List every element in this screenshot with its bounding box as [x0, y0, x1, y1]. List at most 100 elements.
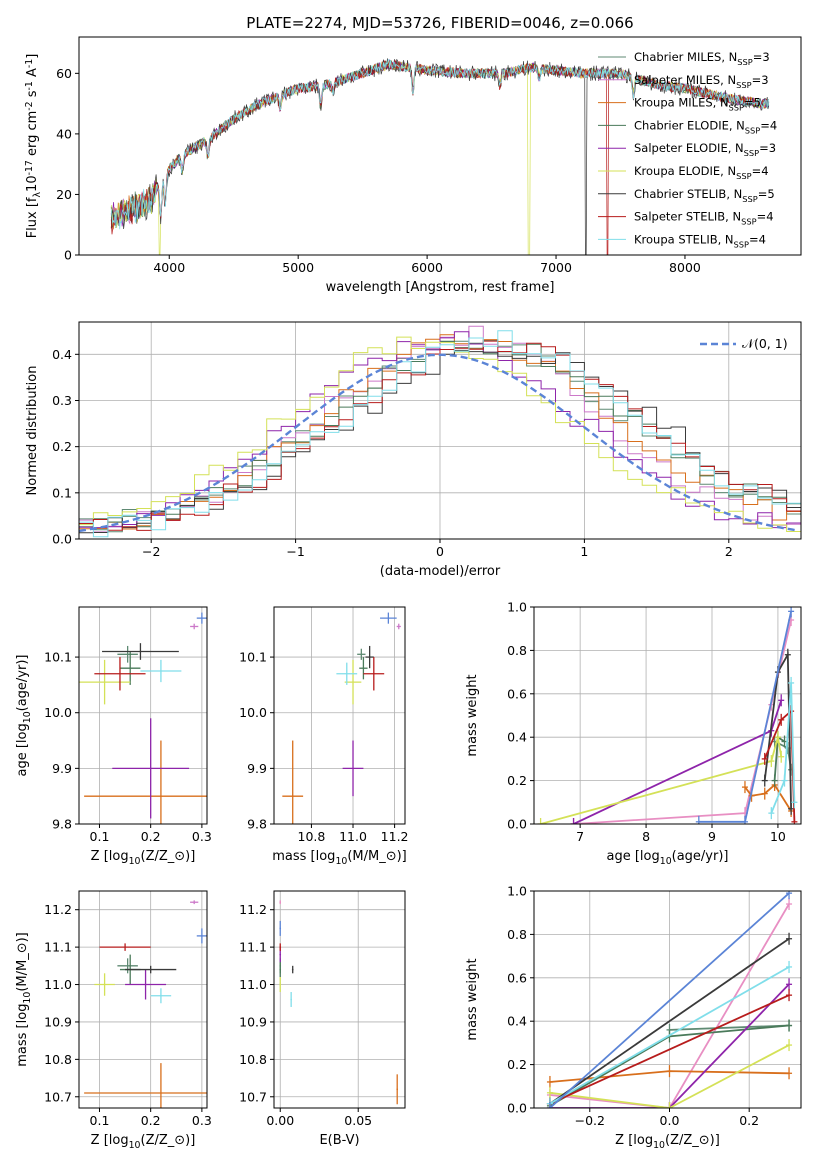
errorbar-point [117, 645, 138, 663]
errorbar-points [84, 900, 207, 1108]
x-tick-label: 8 [642, 829, 650, 844]
x-tick-label: 0.1 [90, 829, 110, 844]
y-tick-label: 0.4 [507, 1014, 527, 1029]
x-axis-label: E(B-V) [319, 1133, 359, 1148]
normal-reference-curve [79, 353, 799, 533]
x-tick-label: 6000 [411, 260, 443, 275]
plot-frame [533, 606, 802, 825]
x-tick-label: 0.2 [141, 829, 161, 844]
weight-series-line [573, 700, 783, 824]
legend-entry-label: Salpeter MILES, NSSP=3 [634, 73, 769, 90]
y-tick-label: 40 [56, 126, 72, 141]
x-tick-label: 7000 [540, 260, 572, 275]
errorbar-point [290, 992, 292, 1007]
errorbar-point [279, 900, 282, 905]
x-axis-label: Z [log10(Z/Z_⊙)] [91, 849, 196, 867]
y-tick-label: 10.0 [44, 705, 72, 720]
errorbar-point [190, 623, 199, 630]
errorbar-points [279, 900, 398, 1105]
errorbar-point [84, 740, 207, 824]
y-tick-label: 0.1 [52, 485, 72, 500]
y-tick-label: 0.4 [507, 730, 527, 745]
x-tick-label: 0 [436, 544, 444, 559]
errorbar-point [99, 943, 151, 951]
y-axis-label: mass weight [465, 674, 480, 756]
errorbar-point [140, 659, 182, 683]
x-tick-label: 11.2 [381, 829, 409, 844]
x-tick-label: 2 [725, 544, 733, 559]
errorbar-point [125, 969, 167, 1000]
errorbar-point [196, 928, 207, 944]
weight-series-line [549, 903, 790, 1108]
weight-series-line [770, 682, 796, 814]
plot-frame [78, 606, 208, 825]
weight-lines [546, 891, 793, 1108]
errorbar-point [291, 965, 294, 974]
x-tick-label: 0.3 [192, 1113, 212, 1128]
y-tick-label: 10.8 [44, 1052, 72, 1067]
x-tick-label: 8000 [669, 260, 701, 275]
z-vs-weight-panel: −0.2 0.0 0.2 0.0 0.2 0.4 0.6 0.8 1.0 Z [log10(Z/Z… [465, 884, 802, 1151]
y-tick-label: 9.9 [247, 761, 267, 776]
age-vs-weight-panel: 7 8 9 10 0.0 0.2 0.4 0.6 0.8 1.0 age [log10(age/yr… [465, 600, 802, 867]
y-tick-label: 0.8 [507, 643, 527, 658]
y-tick-label: 10.9 [44, 1014, 72, 1029]
y-tick-label: 10.7 [44, 1089, 72, 1104]
x-tick-label: 10.8 [298, 829, 326, 844]
x-tick-label: 0.05 [344, 1113, 372, 1128]
errorbar-point [359, 657, 368, 680]
histogram-series [79, 336, 801, 532]
spectrum-lines [110, 58, 770, 255]
y-tick-label: 11.0 [239, 977, 267, 992]
errorbar-point [380, 612, 397, 624]
x-tick-label: 0.2 [739, 1113, 759, 1128]
x-tick-label: 4000 [153, 260, 185, 275]
errorbar-point [396, 1074, 398, 1105]
y-tick-label: 0 [64, 248, 72, 263]
legend-entry-label: Salpeter ELODIE, NSSP=3 [634, 141, 776, 158]
plot-frame [533, 890, 802, 1109]
weight-series-line [549, 937, 790, 1105]
errorbar-point [112, 718, 190, 819]
y-tick-label: 9.8 [52, 817, 72, 832]
errorbar-point [102, 643, 179, 660]
weight-series-line [549, 892, 790, 1108]
errorbar-point [125, 965, 177, 974]
weight-series-line [549, 983, 790, 1108]
residuals-panel: −2 −1 0 1 2 0.0 0.1 0.2 0.3 0.4 (data-model)/error… [25, 321, 802, 579]
weight-series-line [549, 966, 790, 1105]
legend-entry-label: Chabrier STELIB, NSSP=5 [634, 187, 775, 204]
y-tick-label: 11.0 [44, 977, 72, 992]
y-tick-label: 0.2 [507, 1057, 527, 1072]
legend-entry-label: Chabrier MILES, NSSP=3 [634, 50, 770, 67]
x-tick-label: 7 [576, 829, 584, 844]
y-tick-label: 60 [56, 66, 72, 81]
errorbar-point [150, 988, 172, 1004]
errorbar-point [279, 920, 282, 936]
errorbar-point [79, 659, 131, 705]
y-tick-label: 1.0 [507, 600, 527, 615]
spectrum-panel: 4000 5000 6000 7000 8000 0 20 40 60 wavelength [A… [24, 36, 802, 295]
y-tick-label: 0.2 [52, 439, 72, 454]
y-tick-label: 0.0 [52, 532, 72, 547]
x-axis-label: age [log10(age/yr)] [607, 849, 729, 867]
y-tick-label: 11.2 [44, 902, 72, 917]
errorbar-points [282, 612, 401, 824]
x-tick-label: 10 [770, 829, 786, 844]
x-tick-label: 5000 [282, 260, 314, 275]
y-tick-label: 10.1 [239, 650, 267, 665]
y-axis-label: Normed distribution [25, 366, 40, 496]
y-tick-label: 0.6 [507, 970, 527, 985]
spectrum-series-line [110, 59, 770, 230]
reference-legend-label: 𝒩(0, 1) [742, 336, 788, 351]
y-tick-label: 9.9 [52, 761, 72, 776]
x-tick-label: 0.3 [192, 829, 212, 844]
x-tick-label: 0.00 [266, 1113, 294, 1128]
y-tick-label: 0.0 [507, 817, 527, 832]
y-axis-label: Flux [fλ10-17 erg cm-2 s-1 A-1] [24, 54, 43, 239]
errorbar-point [94, 657, 146, 691]
y-tick-label: 10.8 [239, 1052, 267, 1067]
errorbar-point [282, 740, 304, 824]
errorbar-point [357, 648, 366, 660]
plot-frame [273, 606, 406, 825]
